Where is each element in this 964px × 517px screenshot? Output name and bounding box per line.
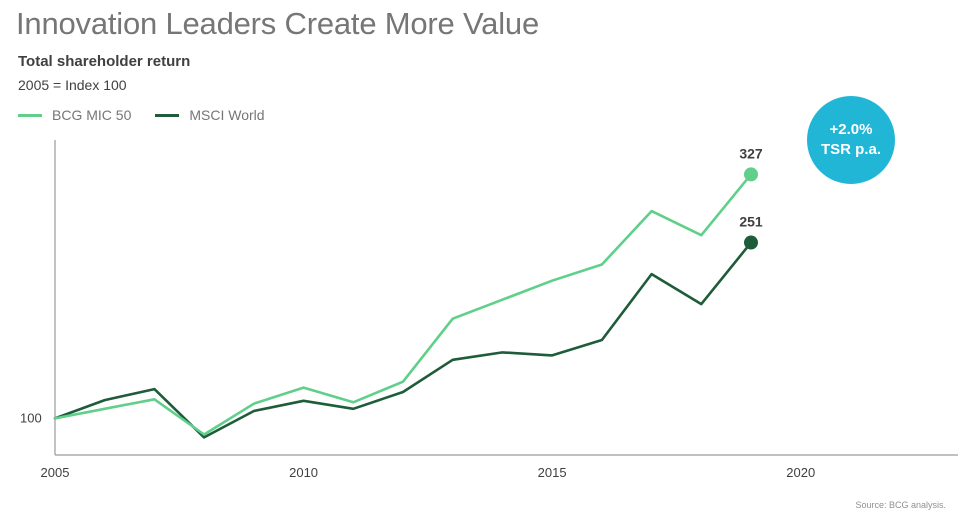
legend: BCG MIC 50 MSCI World: [18, 107, 289, 123]
tsr-badge-value: +2.0%: [829, 121, 873, 138]
x-tick-label-2010: 2010: [289, 465, 318, 480]
chart-title: Innovation Leaders Create More Value: [16, 6, 539, 41]
series-end-label-msci-world: 251: [739, 214, 763, 230]
series-line-bcg-mic-50: [53, 173, 753, 436]
legend-item-bcg-mic-50: BCG MIC 50: [18, 107, 131, 123]
tsr-badge-label: TSR p.a.: [820, 141, 881, 158]
chart-subtitle: Total shareholder return: [18, 53, 191, 70]
x-tick-label-2015: 2015: [538, 465, 567, 480]
series-line-msci-world: [53, 241, 753, 439]
legend-swatch-msci-world: [155, 113, 180, 117]
y-tick-label-100: 100: [20, 410, 42, 425]
index-note: 2005 = Index 100: [18, 77, 127, 93]
source-note: Source: BCG analysis.: [855, 500, 946, 510]
series-end-label-bcg-mic-50: 327: [739, 145, 763, 161]
tsr-badge: +2.0% TSR p.a.: [807, 96, 895, 184]
series-end-marker-bcg-mic-50: [744, 167, 758, 182]
x-tick-label-2020: 2020: [786, 465, 815, 480]
legend-label-bcg-mic-50: BCG MIC 50: [52, 107, 132, 123]
x-tick-label-2005: 2005: [41, 465, 70, 480]
legend-swatch-bcg-mic-50: [18, 113, 42, 117]
series-end-marker-msci-world: [744, 235, 758, 250]
legend-label-msci-world: MSCI World: [189, 107, 265, 123]
legend-item-msci-world: MSCI World: [155, 107, 265, 123]
